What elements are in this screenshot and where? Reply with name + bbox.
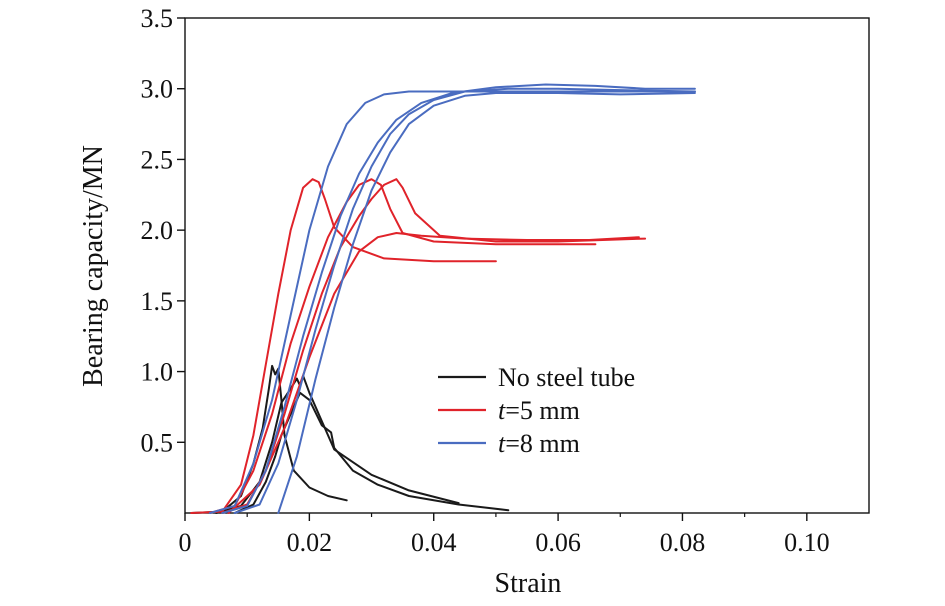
- series-line-3: [233, 391, 510, 514]
- y-tick-label: 1.0: [141, 358, 174, 387]
- x-axis-title: Strain: [495, 568, 562, 599]
- x-tick-label: 0.08: [660, 528, 706, 557]
- y-tick-label: 3.5: [141, 4, 174, 33]
- x-tick-label: 0.02: [287, 528, 333, 557]
- y-tick-label: 0.5: [141, 428, 174, 457]
- series-line-7: [227, 232, 640, 514]
- y-tick-label: 1.5: [141, 287, 174, 316]
- y-tick-label: 2.5: [141, 145, 174, 174]
- x-axis-ticks: 0 0.02 0.04 0.06 0.08 0.10: [179, 513, 830, 557]
- legend-label-variable: t: [498, 429, 506, 458]
- legend-label: t=8 mm: [498, 429, 580, 458]
- series-line-10: [233, 87, 696, 514]
- y-axis-title: Bearing capacity/MN: [78, 145, 109, 387]
- legend-label: No steel tube: [498, 363, 635, 392]
- y-tick-label: 2.0: [141, 216, 174, 245]
- series-line-8: [208, 90, 696, 514]
- series-layer: [190, 83, 696, 514]
- legend-label: t=5 mm: [498, 396, 580, 425]
- series-line-1: [190, 364, 348, 514]
- y-tick-label: 3.0: [141, 75, 174, 104]
- series-line-6: [221, 178, 647, 514]
- legend-label-suffix: =8 mm: [505, 429, 580, 458]
- legend-label-variable: t: [498, 396, 506, 425]
- series-line-4: [190, 178, 497, 514]
- series-line-9: [221, 83, 696, 514]
- x-tick-label: 0.04: [411, 528, 457, 557]
- y-axis-ticks: 0.5 1.0 1.5 2.0 2.5 3.0 3.5: [141, 4, 185, 457]
- plot-frame: [184, 17, 870, 514]
- series-line-11: [277, 92, 696, 514]
- x-tick-label: 0.10: [784, 528, 830, 557]
- x-tick-label: 0.06: [535, 528, 581, 557]
- legend-label-text: No steel tube: [498, 363, 635, 392]
- series-line-5: [208, 178, 597, 514]
- legend-label-suffix: =5 mm: [505, 396, 580, 425]
- x-tick-label: 0: [179, 528, 192, 557]
